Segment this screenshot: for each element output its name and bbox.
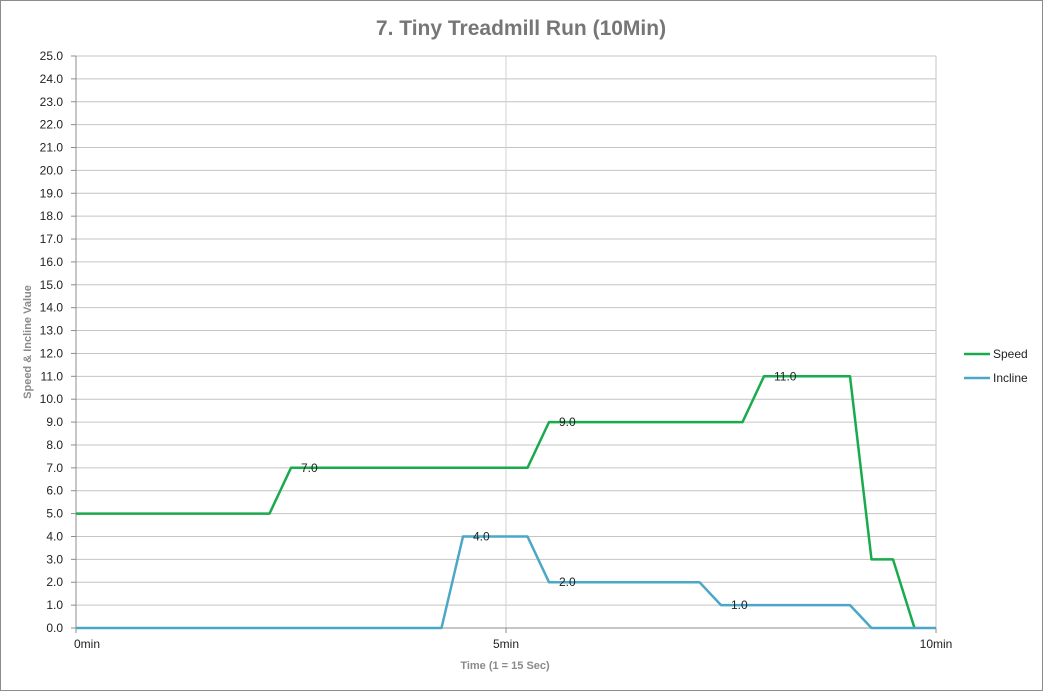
y-tick-label: 21.0 <box>40 141 64 155</box>
y-tick-label: 0.0 <box>46 621 63 635</box>
gridlines <box>76 55 937 628</box>
data-labels: 7.0 9.0 11.0 4.0 2.0 1.0 <box>301 369 797 612</box>
axes: 0.0 1.0 2.0 3.0 4.0 5.0 6.0 7.0 8.0 9.0 10.0 11.0 12… <box>40 49 953 651</box>
x-tick-label: 5min <box>493 637 519 651</box>
chart-title: 7. Tiny Treadmill Run (10Min) <box>376 17 666 40</box>
data-label: 4.0 <box>473 529 490 543</box>
x-tick-label: 10min <box>920 637 953 651</box>
y-tick-label: 17.0 <box>40 232 64 246</box>
y-tick-label: 18.0 <box>40 209 64 223</box>
y-tick-label: 19.0 <box>40 186 64 200</box>
legend-label-speed: Speed <box>993 347 1028 361</box>
y-tick-label: 5.0 <box>46 507 63 521</box>
y-tick-label: 9.0 <box>46 415 63 429</box>
y-tick-label: 24.0 <box>40 72 64 86</box>
legend-label-incline: Incline <box>993 371 1028 385</box>
x-axis-title: Time (1 = 15 Sec) <box>460 660 550 672</box>
y-tick-label: 25.0 <box>40 49 64 63</box>
y-tick-label: 12.0 <box>40 346 64 360</box>
series-line-incline <box>76 535 936 630</box>
data-label: 11.0 <box>774 369 797 383</box>
x-tick-label: 0min <box>74 637 100 651</box>
data-label: 7.0 <box>301 461 318 475</box>
y-tick-label: 7.0 <box>46 461 63 475</box>
y-tick-label: 10.0 <box>40 392 64 406</box>
y-tick-label: 14.0 <box>40 301 64 315</box>
series-lines <box>76 375 936 630</box>
y-tick-label: 13.0 <box>40 324 64 338</box>
y-axis-title: Speed & Incline Value <box>22 285 34 399</box>
data-label: 2.0 <box>559 575 576 589</box>
y-tick-label: 2.0 <box>46 575 63 589</box>
y-tick-label: 1.0 <box>46 598 63 612</box>
y-tick-label: 22.0 <box>40 118 64 132</box>
y-tick-label: 23.0 <box>40 95 64 109</box>
y-tick-label: 15.0 <box>40 278 64 292</box>
y-tick-label: 8.0 <box>46 438 63 452</box>
y-tick-label: 6.0 <box>46 484 63 498</box>
y-tick-label: 16.0 <box>40 255 64 269</box>
y-tick-label: 11.0 <box>41 369 64 383</box>
y-tick-label: 20.0 <box>40 163 64 177</box>
data-label: 9.0 <box>559 415 576 429</box>
legend: Speed Incline <box>964 347 1028 385</box>
y-tick-label: 4.0 <box>46 529 63 543</box>
data-label: 1.0 <box>731 598 748 612</box>
series-line-speed <box>76 375 916 629</box>
y-tick-label: 3.0 <box>46 552 63 566</box>
